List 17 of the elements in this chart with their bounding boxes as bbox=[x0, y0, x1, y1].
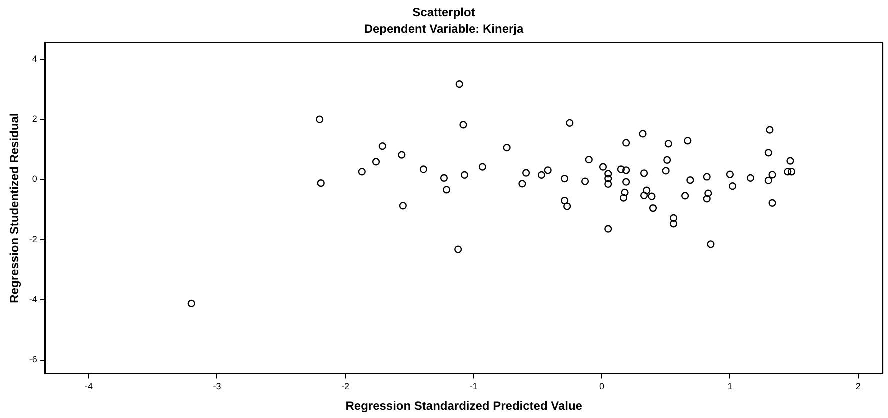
chart-title: Scatterplot bbox=[412, 6, 476, 20]
x-tick-label: -2 bbox=[341, 382, 350, 392]
x-tick-label: -3 bbox=[213, 382, 222, 392]
y-tick-label: 0 bbox=[32, 174, 38, 184]
y-tick-label: 2 bbox=[32, 114, 38, 124]
x-tick-label: -4 bbox=[84, 382, 94, 392]
y-axis-title: Regression Studentized Residual bbox=[8, 113, 22, 304]
chart-subtitle: Dependent Variable: Kinerja bbox=[364, 22, 524, 36]
x-axis-title: Regression Standardized Predicted Value bbox=[346, 399, 583, 414]
y-tick-label: 4 bbox=[32, 54, 38, 64]
y-tick-label: -4 bbox=[29, 294, 38, 305]
x-tick-label: 2 bbox=[856, 382, 861, 392]
x-tick-label: 0 bbox=[599, 382, 604, 392]
x-tick-label: 1 bbox=[728, 382, 733, 392]
y-tick-label: -2 bbox=[29, 234, 38, 244]
x-tick-label: -1 bbox=[470, 382, 478, 392]
y-tick-label: -6 bbox=[29, 354, 38, 365]
